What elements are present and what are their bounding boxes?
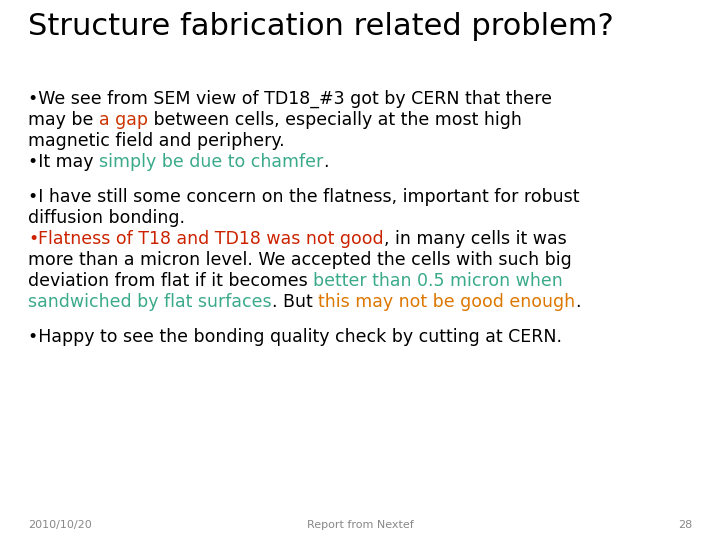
Text: deviation from flat if it becomes: deviation from flat if it becomes — [28, 272, 313, 290]
Text: .: . — [575, 293, 580, 311]
Text: better than 0.5 micron when: better than 0.5 micron when — [313, 272, 563, 290]
Text: •We see from SEM view of TD18_#3 got by CERN that there: •We see from SEM view of TD18_#3 got by … — [28, 90, 552, 108]
Text: •I have still some concern on the flatness, important for robust: •I have still some concern on the flatne… — [28, 188, 580, 206]
Text: . But: . But — [271, 293, 318, 311]
Text: , in many cells it was: , in many cells it was — [384, 230, 567, 248]
Text: simply be due to chamfer: simply be due to chamfer — [99, 153, 323, 171]
Text: 2010/10/20: 2010/10/20 — [28, 520, 91, 530]
Text: Report from Nextef: Report from Nextef — [307, 520, 413, 530]
Text: between cells, especially at the most high: between cells, especially at the most hi… — [148, 111, 522, 129]
Text: may be: may be — [28, 111, 99, 129]
Text: magnetic field and periphery.: magnetic field and periphery. — [28, 132, 284, 150]
Text: diffusion bonding.: diffusion bonding. — [28, 209, 185, 227]
Text: •: • — [28, 230, 38, 248]
Text: sandwiched by flat surfaces: sandwiched by flat surfaces — [28, 293, 271, 311]
Text: a gap: a gap — [99, 111, 148, 129]
Text: this may not be good enough: this may not be good enough — [318, 293, 575, 311]
Text: Structure fabrication related problem?: Structure fabrication related problem? — [28, 12, 613, 41]
Text: •It may: •It may — [28, 153, 99, 171]
Text: more than a micron level. We accepted the cells with such big: more than a micron level. We accepted th… — [28, 251, 572, 269]
Text: 28: 28 — [678, 520, 692, 530]
Text: Flatness of T18 and TD18 was not good: Flatness of T18 and TD18 was not good — [38, 230, 384, 248]
Text: .: . — [323, 153, 329, 171]
Text: •Happy to see the bonding quality check by cutting at CERN.: •Happy to see the bonding quality check … — [28, 328, 562, 346]
